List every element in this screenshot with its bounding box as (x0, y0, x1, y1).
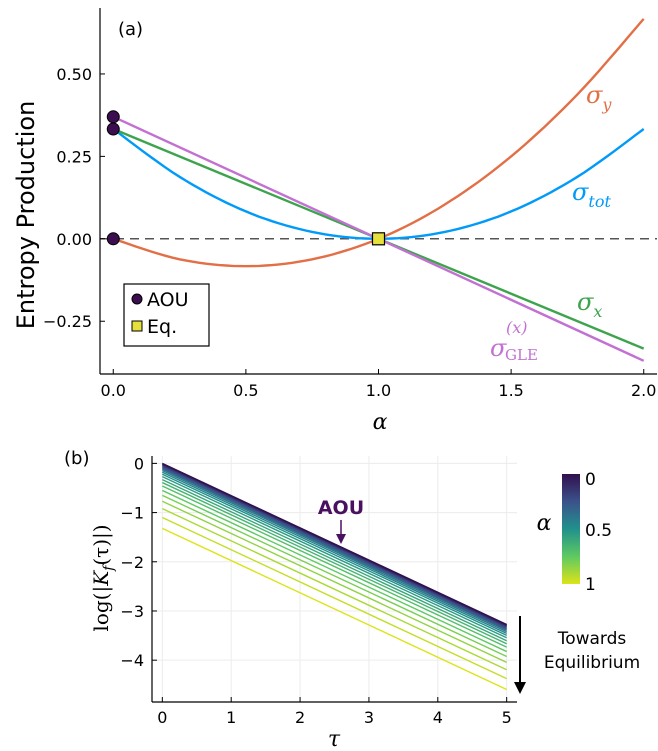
aou-annotation-arrowhead (336, 534, 346, 544)
x-tick-label-b: 4 (433, 708, 443, 727)
legend-eq-marker (131, 320, 143, 332)
towards-equilibrium-arrowhead (514, 682, 526, 694)
eq-marker (371, 232, 386, 246)
x-tick-label-a: 0.5 (233, 381, 258, 400)
panel-b-axes (151, 456, 517, 703)
series-line-sigma-y (112, 18, 645, 268)
kernel-line (162, 485, 507, 648)
series-label-sigma-x: σx (577, 288, 602, 321)
towards-label: Towards (557, 629, 627, 649)
x-tick-label-a: 0.0 (101, 381, 126, 400)
kernel-line (162, 471, 507, 635)
y-tick-label-b: −4 (120, 651, 144, 670)
aou-marker (106, 110, 120, 124)
panel-b-grid (152, 456, 517, 702)
colorbar-tick-1: 1 (585, 575, 596, 595)
y-axis-label-a: Entropy Production (12, 101, 40, 330)
kernel-line (162, 527, 507, 691)
y-tick-label-b: −3 (120, 602, 144, 621)
kernel-line (162, 468, 507, 631)
kernel-line (162, 500, 507, 664)
y-tick-label-b: 0 (134, 454, 144, 473)
kernel-line (162, 462, 507, 626)
x-tick-label-b: 1 (226, 708, 236, 727)
series-label-sigma-y: σy (586, 81, 612, 114)
colorbar-gradient (562, 474, 580, 584)
panel-b: (b) 0 1 2 3 4 5 0 −1 −2 −3 −4 τ log(|Kf(τ)|) AOU T… (64, 448, 640, 751)
panel-a: (a) 0.0 0.5 1.0 1.5 2.0 −0.25 0.00 0.25 0.50 α E… (12, 8, 657, 435)
x-tick-label-a: 2.0 (631, 381, 656, 400)
x-tick-label-b: 3 (364, 708, 374, 727)
legend-aou-marker (131, 293, 143, 305)
x-tick-label-b: 5 (502, 708, 512, 727)
x-tick-label-a: 1.0 (366, 381, 391, 400)
y-tick-label-a: 0.50 (56, 65, 92, 84)
kernel-line (162, 516, 507, 680)
series-label-sigma-gle-subscript: GLE (505, 346, 538, 364)
kernel-line (162, 467, 507, 630)
x-tick-label-b: 0 (157, 708, 167, 727)
kernel-line (162, 494, 507, 658)
legend-eq-label: Eq. (147, 316, 177, 338)
kernel-line (162, 469, 507, 633)
equilibrium-label: Equilibrium (544, 653, 640, 673)
aou-marker (106, 232, 120, 246)
colorbar: 0 0.5 1 α (537, 470, 612, 595)
y-tick-label-a: −0.25 (43, 312, 92, 331)
x-tick-label-b: 2 (295, 708, 305, 727)
series-label-sigma-gle: σ (490, 334, 507, 362)
x-axis-label-a: α (373, 410, 388, 435)
aou-marker (106, 122, 120, 136)
legend-a: AOU Eq. (123, 283, 210, 347)
panel-a-markers (106, 110, 386, 246)
series-label-sigma-tot: σtot (572, 178, 611, 211)
y-tick-label-b: −2 (120, 553, 144, 572)
y-tick-label-b: −1 (120, 504, 144, 523)
panel-a-ticks: 0.0 0.5 1.0 1.5 2.0 −0.25 0.00 0.25 0.50 (43, 65, 656, 400)
panel-b-ticks: 0 1 2 3 4 5 0 −1 −2 −3 −4 (120, 454, 511, 727)
kernel-line (162, 508, 507, 671)
kernel-line (162, 473, 507, 636)
panel-b-label: (b) (64, 448, 89, 469)
colorbar-label: α (537, 511, 552, 536)
y-tick-label-a: 0.25 (56, 147, 92, 166)
y-tick-label-a: 0.00 (56, 230, 92, 249)
series-label-sigma-gle-superscript: (x) (506, 318, 528, 337)
kernel-line (162, 476, 507, 639)
panel-a-label: (a) (118, 19, 143, 40)
series-line-sigma-tot (112, 128, 645, 241)
panel-b-lines (162, 462, 507, 691)
aou-annotation: AOU (318, 497, 364, 519)
kernel-line (162, 466, 507, 629)
legend-aou-label: AOU (147, 289, 189, 311)
x-tick-label-a: 1.5 (498, 381, 523, 400)
colorbar-tick-0-5: 0.5 (585, 521, 612, 541)
kernel-line (162, 481, 507, 645)
kernel-line (162, 478, 507, 642)
x-axis-label-b: τ (328, 727, 341, 751)
kernel-line (162, 489, 507, 653)
y-axis-label-b: log(|Kf(τ)|) (89, 524, 117, 631)
colorbar-tick-0: 0 (585, 470, 596, 490)
